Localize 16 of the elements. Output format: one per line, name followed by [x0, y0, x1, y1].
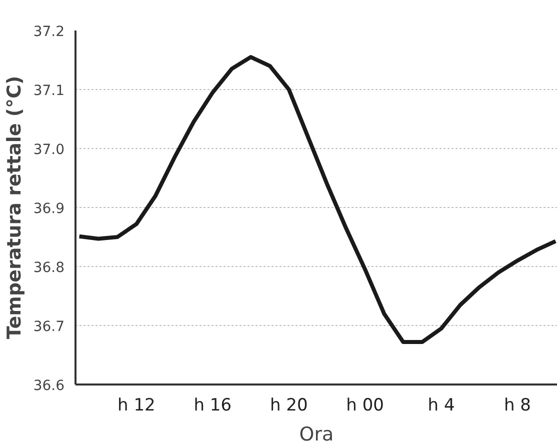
x-tick-label: h 4 — [428, 396, 455, 416]
y-tick-label: 36.6 — [33, 378, 65, 394]
x-tick-label: h 20 — [270, 396, 308, 416]
y-tick-label: 36.7 — [33, 319, 64, 335]
y-tick-label: 36.9 — [33, 201, 64, 217]
x-tick-label: h 16 — [194, 396, 232, 416]
line-series — [77, 55, 557, 344]
y-tick-label: 36.8 — [33, 260, 64, 276]
y-tick-label: 37.1 — [33, 83, 64, 99]
y-axis-title: Temperatura rettale (°C) — [3, 76, 26, 340]
y-tick-label: 37.0 — [33, 142, 64, 158]
y-tick-label: 37.2 — [33, 24, 64, 40]
x-tick-label: h 00 — [346, 396, 384, 416]
x-axis-title: Ora — [299, 424, 334, 446]
x-tick-label: h 12 — [118, 396, 156, 416]
x-tick-label: h 8 — [504, 396, 531, 416]
